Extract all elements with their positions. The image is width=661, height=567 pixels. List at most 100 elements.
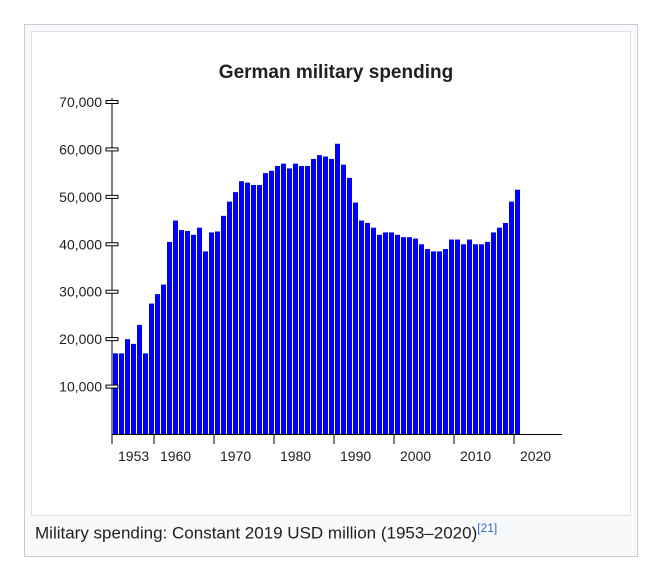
bar bbox=[425, 249, 430, 434]
bar bbox=[383, 232, 388, 434]
bar bbox=[287, 168, 292, 434]
bar bbox=[491, 232, 496, 434]
bar bbox=[305, 166, 310, 434]
bar bbox=[497, 227, 502, 434]
bar bbox=[455, 239, 460, 434]
chart-title: German military spending bbox=[219, 62, 453, 83]
bar bbox=[263, 173, 268, 434]
caption-text: Military spending: Constant 2019 USD mil… bbox=[35, 523, 478, 543]
y-tick-label: 40,000 bbox=[59, 236, 102, 252]
x-tick-label: 1970 bbox=[220, 448, 251, 464]
y-tick-mark bbox=[105, 384, 119, 389]
bar bbox=[311, 158, 316, 434]
bar bbox=[335, 143, 340, 434]
bar bbox=[317, 155, 322, 434]
bar bbox=[203, 251, 208, 434]
bar bbox=[365, 222, 370, 434]
bar bbox=[239, 181, 244, 434]
x-tick-label: 2020 bbox=[520, 448, 551, 464]
bar bbox=[179, 230, 184, 434]
chart-figure: German military spending 10,000 20,000 30,… bbox=[24, 24, 638, 557]
y-tick-mark bbox=[105, 194, 119, 199]
bar bbox=[347, 177, 352, 434]
axes bbox=[111, 98, 562, 436]
bar bbox=[161, 284, 166, 434]
bar bbox=[197, 227, 202, 434]
bar bbox=[485, 241, 490, 434]
bar bbox=[437, 251, 442, 434]
bar bbox=[377, 234, 382, 434]
y-axis-ticks: 10,000 20,000 30,000 40,000 50,000 60,000 70,0… bbox=[59, 94, 119, 395]
y-tick-label: 10,000 bbox=[59, 379, 102, 395]
bar bbox=[293, 163, 298, 434]
bar bbox=[461, 244, 466, 434]
citation-link[interactable]: [21] bbox=[477, 521, 498, 535]
bar bbox=[155, 294, 160, 434]
x-tick-label: 1990 bbox=[340, 448, 371, 464]
bar bbox=[215, 231, 220, 434]
bar bbox=[299, 166, 304, 434]
x-tick-label: 2000 bbox=[400, 448, 431, 464]
bar bbox=[467, 239, 472, 434]
bar bbox=[137, 324, 142, 434]
chart-frame: German military spending 10,000 20,000 30,… bbox=[31, 31, 631, 516]
bar bbox=[413, 238, 418, 434]
y-tick-label: 60,000 bbox=[59, 141, 102, 157]
y-tick-label: 70,000 bbox=[59, 94, 102, 110]
figure-caption: Military spending: Constant 2019 USD mil… bbox=[35, 521, 497, 544]
bar bbox=[143, 353, 148, 434]
bar bbox=[251, 185, 256, 434]
bar bbox=[269, 170, 274, 434]
bar bbox=[371, 227, 376, 434]
y-tick-mark bbox=[105, 100, 119, 104]
bar bbox=[329, 158, 334, 434]
bar bbox=[245, 182, 250, 434]
bar bbox=[257, 185, 262, 434]
bar bbox=[401, 237, 406, 434]
bar bbox=[431, 251, 436, 434]
bar-chart: German military spending 10,000 20,000 30,… bbox=[59, 62, 562, 464]
bar bbox=[509, 201, 514, 434]
y-tick-label: 50,000 bbox=[59, 189, 102, 205]
bar bbox=[407, 237, 412, 434]
bar bbox=[113, 353, 118, 434]
bar bbox=[149, 303, 154, 434]
x-tick-label: 1960 bbox=[160, 448, 191, 464]
bar bbox=[323, 156, 328, 434]
y-tick-mark bbox=[105, 147, 119, 152]
bar bbox=[119, 353, 124, 434]
bar bbox=[395, 234, 400, 434]
bar bbox=[191, 234, 196, 434]
bar bbox=[281, 163, 286, 434]
x-axis-ticks: 1953 1960 1970 1980 1990 2000 2010 2020 bbox=[111, 434, 551, 464]
x-tick-label: 1980 bbox=[280, 448, 311, 464]
y-tick-mark bbox=[105, 242, 119, 247]
y-tick-mark bbox=[105, 337, 119, 342]
bar bbox=[443, 249, 448, 434]
y-tick-label: 20,000 bbox=[59, 331, 102, 347]
bar bbox=[125, 339, 130, 434]
bar bbox=[221, 215, 226, 434]
bar bbox=[359, 220, 364, 434]
bar bbox=[341, 164, 346, 434]
x-tick-label: 1953 bbox=[118, 448, 149, 464]
bar bbox=[389, 232, 394, 434]
y-tick-label: 30,000 bbox=[59, 284, 102, 300]
bar bbox=[419, 244, 424, 434]
bar bbox=[173, 220, 178, 434]
bar bbox=[449, 239, 454, 434]
bar bbox=[515, 189, 520, 434]
x-tick-label: 2010 bbox=[460, 448, 491, 464]
bar bbox=[275, 166, 280, 434]
bar bbox=[185, 231, 190, 434]
bar bbox=[227, 201, 232, 434]
bars bbox=[113, 143, 520, 434]
bar bbox=[209, 232, 214, 434]
bar bbox=[479, 244, 484, 434]
bar bbox=[353, 202, 358, 434]
y-tick-mark bbox=[105, 289, 119, 294]
bar bbox=[503, 222, 508, 434]
bar bbox=[473, 244, 478, 434]
bar bbox=[167, 241, 172, 434]
bar bbox=[233, 192, 238, 434]
